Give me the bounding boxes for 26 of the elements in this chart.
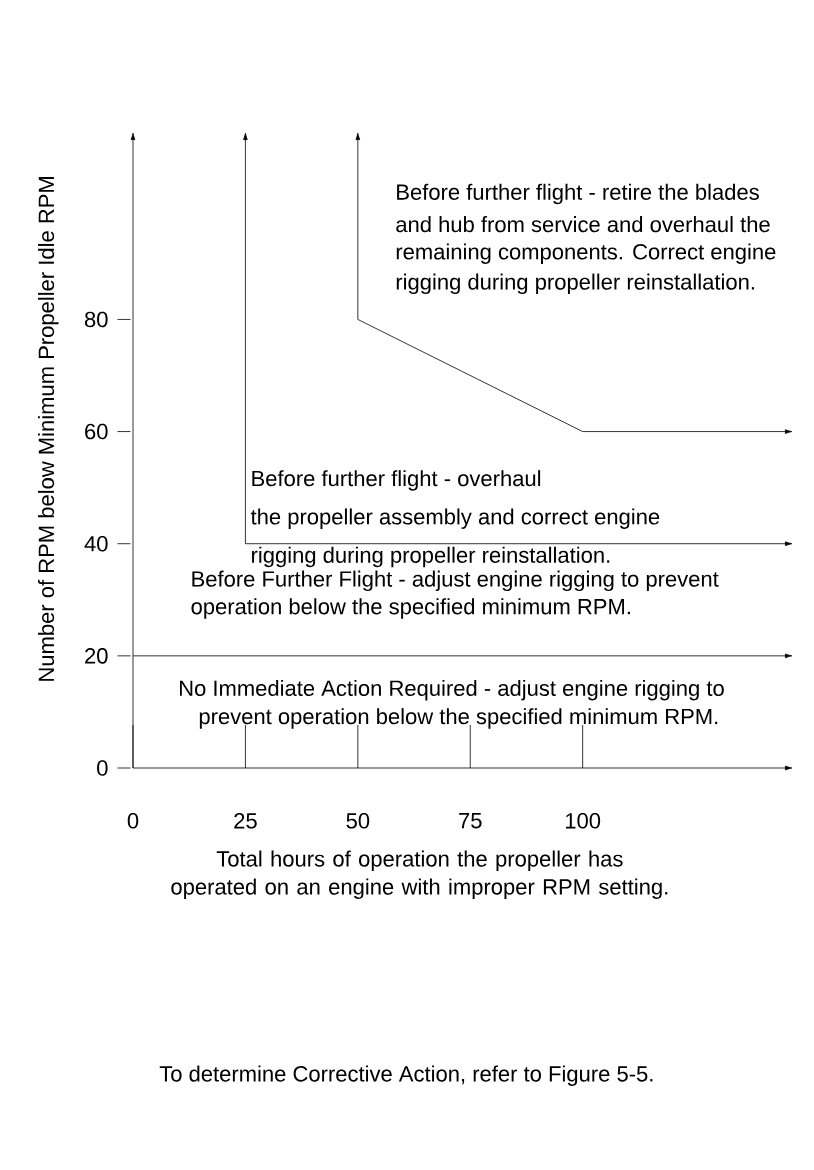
annotation: remaining components. Correct engine (396, 243, 776, 264)
annotation: operation below the specified minimum RPM. (191, 598, 630, 619)
y-axis-title: Number of RPM below Minimum Propeller Idle RPM (37, 177, 59, 681)
x-tick-label: 25 (234, 813, 257, 829)
y-tick-label: 40 (84, 535, 108, 552)
annotation: prevent operation below the specified minimum RPM. (199, 708, 718, 729)
annotation: and hub from service and overhaul the (396, 216, 770, 233)
point (785, 653, 793, 659)
y-tick-label: 0 (97, 760, 108, 776)
annotation: No Immediate Action Required - adjust engine rigging to (180, 679, 724, 701)
x-axis-title: Total hours of operation the propeller has operated on an engine with improper RPM setting. (171, 850, 668, 900)
x-tick-label: 75 (459, 813, 482, 829)
text: To determine Corrective Action, refer to Figure 5-5. (159, 1065, 653, 1086)
y-tick-label: 60 (85, 423, 108, 440)
annotation: Before further flight - overhaul (252, 470, 541, 491)
point (355, 132, 361, 140)
y-tick-label: 20 (85, 648, 108, 664)
annotation: Before Further Flight - adjust engine rigging to prevent (192, 570, 719, 592)
x-tick-label: 50 (346, 813, 370, 829)
annotation: the propeller assembly and correct engine (250, 508, 660, 529)
annotation: Before further flight - retire the blades (397, 183, 759, 205)
x-tick-label: 100 (565, 813, 601, 829)
y-tick-label: 80 (84, 311, 108, 328)
annotation: rigging during propeller reinstallation. (396, 273, 754, 295)
annotation: rigging during propeller reinstallation. (252, 546, 610, 568)
x-tick-label: 0 (127, 813, 139, 829)
